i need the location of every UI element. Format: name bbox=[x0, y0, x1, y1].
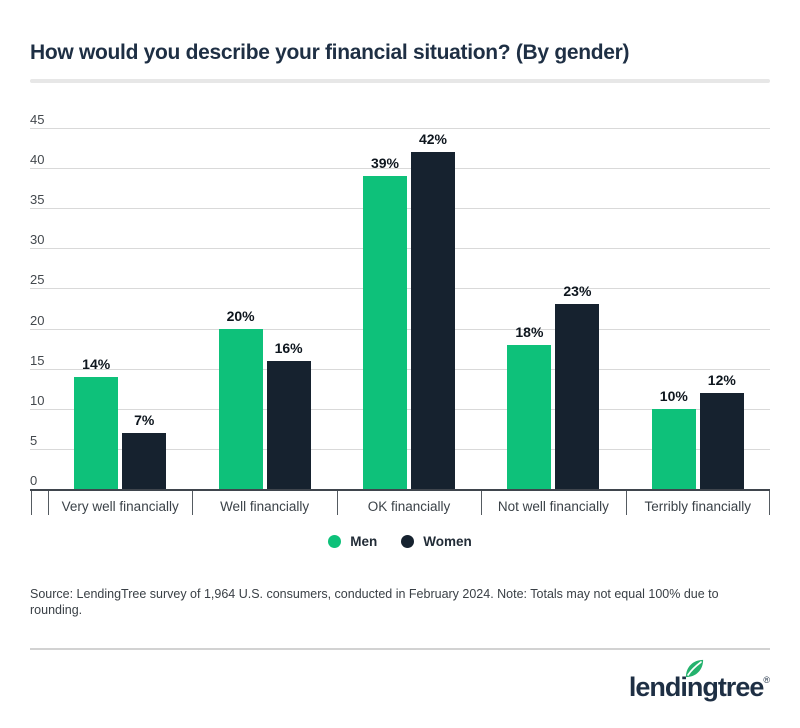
bar-women bbox=[555, 304, 600, 489]
y-axis-tick-label: 5 bbox=[30, 432, 38, 448]
bar-value-label: 10% bbox=[659, 387, 688, 404]
bar-value-label: 16% bbox=[274, 339, 303, 356]
bar-value-label: 42% bbox=[418, 131, 448, 148]
bar-value-label: 39% bbox=[370, 155, 400, 172]
y-axis-tick-label: 10 bbox=[30, 392, 45, 408]
leaf-icon bbox=[685, 659, 703, 678]
bar-men bbox=[74, 376, 119, 489]
bar-chart: Men Women 0 5 10 15 20 25 30 35 40 45 14% 7% Very wel… bbox=[30, 98, 770, 558]
y-axis-tick-label: 15 bbox=[30, 352, 45, 368]
bar-value-label: 20% bbox=[226, 307, 255, 324]
legend-dot-women bbox=[401, 535, 415, 548]
chart-legend: Men Women bbox=[30, 534, 770, 549]
page-title: How would you describe your financial si… bbox=[30, 41, 630, 64]
category-boundary-tick bbox=[30, 491, 32, 515]
y-axis-tick-label: 20 bbox=[30, 312, 45, 328]
gridline bbox=[30, 168, 770, 170]
bar-men bbox=[651, 408, 696, 489]
bar-men bbox=[507, 344, 552, 489]
bar-men bbox=[218, 328, 263, 489]
x-axis-line bbox=[30, 489, 770, 491]
bar-value-label: 18% bbox=[515, 323, 544, 340]
bar-men bbox=[363, 176, 407, 489]
bar-women bbox=[122, 432, 167, 489]
bar-women bbox=[699, 392, 744, 489]
category-boundary-tick bbox=[192, 491, 194, 515]
chart-header: How would you describe your financial si… bbox=[0, 0, 800, 83]
legend-dot-men bbox=[328, 535, 342, 548]
y-axis-tick-label: 40 bbox=[30, 152, 45, 168]
gridline bbox=[30, 128, 770, 129]
y-axis-tick-label: 0 bbox=[30, 473, 38, 488]
lendingtree-logo: lendingtree® bbox=[628, 659, 770, 703]
category-boundary-tick bbox=[481, 491, 483, 515]
bar-value-label: 12% bbox=[707, 371, 736, 388]
y-axis-tick-label: 45 bbox=[30, 112, 45, 127]
legend-label: Women bbox=[423, 534, 472, 549]
category-label: Well financially bbox=[220, 498, 310, 514]
bar-value-label: 23% bbox=[563, 283, 592, 300]
y-axis-tick-label: 30 bbox=[30, 232, 45, 248]
bar-value-label: 7% bbox=[134, 411, 155, 428]
category-boundary-tick bbox=[769, 491, 770, 515]
category-label: Terribly financially bbox=[644, 498, 752, 514]
bar-women bbox=[266, 360, 311, 489]
title-divider bbox=[30, 79, 770, 83]
category-boundary-tick bbox=[336, 491, 338, 515]
y-axis-tick-label: 25 bbox=[30, 272, 45, 288]
logo-registered-mark: ® bbox=[763, 675, 770, 685]
category-label: Very well financially bbox=[61, 498, 179, 514]
footer: lendingtree® bbox=[0, 650, 800, 728]
category-boundary-tick bbox=[625, 491, 627, 515]
bar-value-label: 14% bbox=[82, 355, 111, 372]
y-axis-tick-label: 35 bbox=[30, 192, 45, 208]
legend-item-men: Men bbox=[328, 534, 377, 549]
category-label: Not well financially bbox=[497, 498, 609, 514]
logo-wordmark: lendingtree bbox=[628, 672, 765, 702]
category-boundary-tick bbox=[48, 491, 49, 515]
category-label: OK financially bbox=[367, 498, 451, 514]
legend-label: Men bbox=[350, 534, 378, 549]
source-note: Source: LendingTree survey of 1,964 U.S.… bbox=[30, 587, 719, 617]
bar-women bbox=[411, 152, 455, 489]
footer-divider bbox=[30, 648, 770, 650]
legend-item-women: Women bbox=[401, 534, 472, 549]
